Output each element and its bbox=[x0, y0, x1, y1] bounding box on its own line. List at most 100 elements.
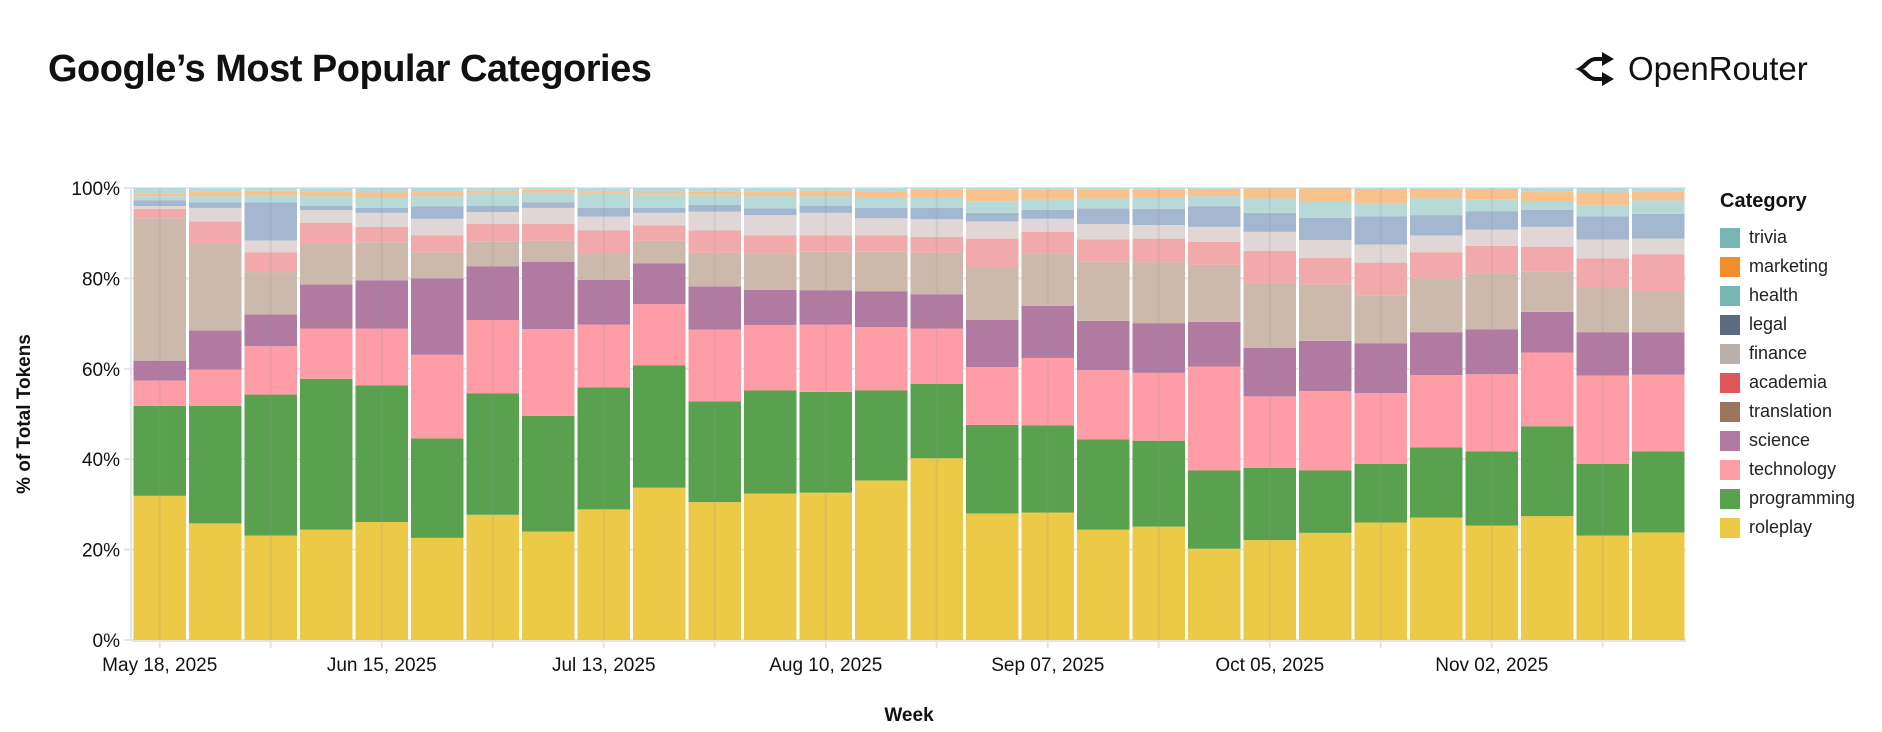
bar-segment-programming bbox=[466, 393, 519, 515]
bar-segment-technology bbox=[633, 304, 686, 366]
bar-segment-programming bbox=[1354, 463, 1407, 523]
bar-segment-marketing bbox=[744, 191, 797, 197]
legend-label: technology bbox=[1749, 459, 1837, 479]
bar-segment-roleplay bbox=[577, 509, 630, 640]
bar-segment-unlabeled-6 bbox=[910, 219, 963, 237]
legend-label: science bbox=[1749, 430, 1811, 450]
y-tick-label: 40% bbox=[82, 450, 120, 471]
bar-segment-programming bbox=[244, 394, 297, 536]
bar-segment-legal bbox=[300, 205, 353, 211]
bar-segment-legal bbox=[1243, 212, 1296, 232]
x-axis-label: Week bbox=[884, 705, 934, 726]
bar-segment-finance bbox=[355, 242, 408, 281]
bar-segment-science bbox=[1576, 332, 1629, 376]
legend-label: marketing bbox=[1749, 256, 1829, 276]
bar-segment-marketing bbox=[1021, 189, 1074, 199]
bar-segment-programming bbox=[633, 365, 686, 488]
bar-segment-unlabeled-6 bbox=[633, 212, 686, 226]
bar-segment-unlabeled-5 bbox=[855, 235, 908, 252]
bar-segment-science bbox=[910, 294, 963, 329]
bar-segment-legal bbox=[633, 207, 686, 213]
bar-segment-unlabeled-6 bbox=[799, 212, 852, 236]
bar-segment-marketing bbox=[300, 191, 353, 197]
bar-segment-technology bbox=[577, 324, 630, 388]
bar-segment-roleplay bbox=[799, 492, 852, 640]
bar-segment-unlabeled-5 bbox=[300, 222, 353, 245]
bar-segment-roleplay bbox=[355, 522, 408, 640]
bar-segment-health bbox=[1299, 202, 1352, 218]
bar-segment-science bbox=[411, 278, 464, 355]
bar-segment-programming bbox=[355, 385, 408, 523]
bar-segment-technology bbox=[133, 380, 186, 406]
bar-segment-legal bbox=[244, 202, 297, 241]
bar-segment-marketing bbox=[189, 191, 242, 197]
bar-segment-marketing bbox=[522, 189, 575, 193]
bar-segment-trivia bbox=[1632, 188, 1685, 192]
bar-segment-trivia bbox=[411, 188, 464, 193]
bar-segment-unlabeled-5 bbox=[633, 225, 686, 241]
bar-segment-unlabeled-5 bbox=[1632, 254, 1685, 292]
bar-segment-science bbox=[966, 319, 1019, 367]
bar-segment-roleplay bbox=[633, 487, 686, 640]
bar-segment-legal bbox=[1410, 215, 1463, 236]
legend-label: translation bbox=[1749, 401, 1833, 421]
bar-segment-health bbox=[1132, 197, 1185, 209]
bar-segment-trivia bbox=[1354, 188, 1407, 189]
bar-segment-roleplay bbox=[855, 480, 908, 640]
bar-segment-health bbox=[522, 192, 575, 203]
bar-segment-science bbox=[1299, 340, 1352, 391]
bar-segment-unlabeled-5 bbox=[688, 230, 741, 253]
legend-item-academia: academia bbox=[1720, 368, 1855, 397]
bar-segment-unlabeled-6 bbox=[577, 216, 630, 231]
bar-segment-finance bbox=[1465, 273, 1518, 330]
x-tick-label: Nov 02, 2025 bbox=[1435, 655, 1548, 676]
bar-segment-legal bbox=[411, 206, 464, 219]
bar-segment-trivia bbox=[799, 188, 852, 191]
bar-segment-technology bbox=[1299, 390, 1352, 471]
bar-segment-trivia bbox=[744, 188, 797, 192]
bar-segment-programming bbox=[577, 387, 630, 510]
bar-segment-finance bbox=[1132, 262, 1185, 324]
bar-segment-trivia bbox=[1021, 188, 1074, 190]
bar-segment-unlabeled-5 bbox=[1354, 262, 1407, 296]
bar-segment-unlabeled-5 bbox=[1465, 245, 1518, 274]
bar-segment-unlabeled-6 bbox=[1632, 238, 1685, 255]
bar-segment-unlabeled-5 bbox=[744, 235, 797, 254]
bar-segment-unlabeled-6 bbox=[300, 210, 353, 223]
bar-segment-technology bbox=[910, 328, 963, 384]
bar-segment-science bbox=[1632, 332, 1685, 375]
bar-segment-finance bbox=[244, 272, 297, 315]
bar-segment-marketing bbox=[688, 191, 741, 195]
bar-segment-marketing bbox=[1354, 188, 1407, 204]
bar-segment-finance bbox=[1021, 253, 1074, 306]
legend-label: academia bbox=[1749, 372, 1828, 392]
bar-segment-unlabeled-5 bbox=[1576, 258, 1629, 287]
bar-segment-health bbox=[1521, 202, 1574, 210]
bar-segment-finance bbox=[688, 252, 741, 287]
bar-segment-roleplay bbox=[1077, 529, 1130, 640]
bar-segment-marketing bbox=[411, 192, 464, 197]
bar-segment-trivia bbox=[966, 188, 1019, 190]
bar-segment-roleplay bbox=[466, 514, 519, 640]
bar-segment-legal bbox=[855, 207, 908, 219]
bar-segment-technology bbox=[1632, 374, 1685, 452]
bar-segment-unlabeled-5 bbox=[189, 221, 242, 245]
bar-segment-health bbox=[1021, 198, 1074, 210]
bar-segment-science bbox=[355, 280, 408, 329]
bar-segment-science bbox=[855, 291, 908, 328]
bar-segment-trivia bbox=[1077, 188, 1130, 190]
bar-segment-health bbox=[1188, 196, 1241, 207]
bar-segment-science bbox=[1465, 329, 1518, 375]
bar-segment-roleplay bbox=[411, 537, 464, 640]
legend-item-technology: technology bbox=[1720, 455, 1855, 484]
bar-segment-health bbox=[355, 197, 408, 208]
bar-segment-science bbox=[466, 266, 519, 320]
bar-segment-health bbox=[1243, 198, 1296, 213]
bar-segment-roleplay bbox=[1299, 532, 1352, 640]
bar-segment-roleplay bbox=[1188, 548, 1241, 640]
bar-segment-health bbox=[411, 196, 464, 207]
logo-text: OpenRouter bbox=[1628, 50, 1808, 87]
bar-segment-programming bbox=[744, 390, 797, 494]
bar-segment-technology bbox=[1410, 375, 1463, 448]
bar-segment-finance bbox=[1188, 264, 1241, 322]
